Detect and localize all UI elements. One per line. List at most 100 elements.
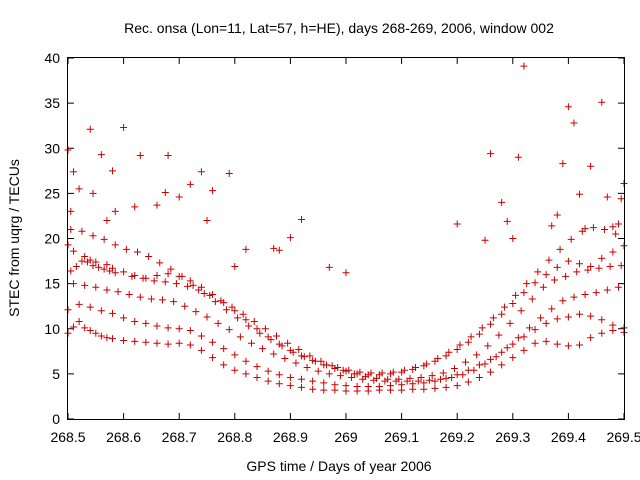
data-point — [75, 318, 83, 326]
data-point — [200, 290, 208, 298]
data-point — [298, 216, 306, 224]
data-point — [576, 190, 584, 198]
data-point — [539, 283, 547, 291]
y-tick-label: 0 — [52, 411, 60, 427]
data-point — [108, 309, 116, 317]
data-point — [437, 375, 445, 383]
y-tick-label: 35 — [44, 95, 60, 111]
data-point — [389, 368, 397, 376]
data-point — [531, 279, 539, 287]
data-point — [103, 261, 111, 269]
data-point — [92, 283, 100, 291]
data-point — [484, 342, 492, 350]
data-point — [406, 374, 414, 382]
data-point — [81, 281, 89, 289]
data-point — [175, 339, 183, 347]
data-point — [67, 225, 75, 233]
data-point — [487, 355, 495, 363]
data-point — [564, 342, 572, 350]
data-point — [245, 322, 253, 330]
data-point — [295, 346, 303, 354]
data-point — [100, 235, 108, 243]
data-point — [475, 330, 483, 338]
data-point — [587, 262, 595, 270]
x-tick-label: 268.8 — [217, 429, 252, 445]
data-point — [481, 360, 489, 368]
data-point — [186, 277, 194, 285]
data-point — [242, 316, 250, 324]
data-point — [487, 368, 495, 376]
data-point — [576, 310, 584, 318]
data-point — [464, 338, 472, 346]
data-point — [334, 364, 342, 372]
data-point — [108, 335, 116, 343]
data-point — [192, 308, 200, 316]
data-point — [231, 307, 239, 315]
data-point — [442, 383, 450, 391]
data-point — [428, 372, 436, 380]
data-point — [364, 383, 372, 391]
y-tick-label: 20 — [44, 231, 60, 247]
data-point — [231, 262, 239, 270]
data-point — [489, 314, 497, 322]
data-point — [298, 383, 306, 391]
y-tick-label: 40 — [44, 50, 60, 66]
data-point — [108, 264, 116, 272]
data-point — [136, 151, 144, 159]
data-point — [595, 264, 603, 272]
data-point — [267, 336, 275, 344]
data-point — [520, 289, 528, 297]
data-point — [617, 262, 625, 270]
data-point — [367, 369, 375, 377]
data-point — [592, 289, 600, 297]
data-point — [373, 374, 381, 382]
data-point — [97, 307, 105, 315]
data-point — [609, 248, 617, 256]
data-point — [239, 310, 247, 318]
data-point — [606, 262, 614, 270]
x-tick-label: 269 — [334, 429, 358, 445]
data-point — [459, 371, 467, 379]
data-point — [587, 334, 595, 342]
data-point — [103, 216, 111, 224]
data-point — [542, 319, 550, 327]
data-point — [125, 290, 133, 298]
data-point — [211, 298, 219, 306]
data-point — [161, 278, 169, 286]
data-point — [170, 298, 178, 306]
data-point — [603, 286, 611, 294]
x-tick-label: 268.5 — [50, 429, 85, 445]
data-point — [573, 268, 581, 276]
data-point — [145, 253, 153, 261]
data-point — [598, 98, 606, 106]
data-point — [348, 373, 356, 381]
data-point — [70, 323, 78, 331]
data-point — [570, 293, 578, 301]
data-point — [75, 300, 83, 308]
data-point — [247, 339, 255, 347]
data-point — [311, 357, 319, 365]
data-point — [220, 299, 228, 307]
data-point — [345, 366, 353, 374]
data-point — [617, 195, 625, 203]
data-point — [189, 281, 197, 289]
data-point — [609, 321, 617, 329]
data-point — [214, 319, 222, 327]
data-point — [270, 350, 278, 358]
data-point — [197, 283, 205, 291]
data-point — [197, 332, 205, 340]
data-point — [439, 369, 447, 377]
data-point — [67, 207, 75, 215]
data-point — [512, 291, 520, 299]
data-point — [89, 232, 97, 240]
data-point — [464, 378, 472, 386]
data-point — [576, 341, 584, 349]
data-point — [567, 235, 575, 243]
data-point — [498, 310, 506, 318]
data-point — [456, 341, 464, 349]
data-point — [453, 382, 461, 390]
x-tick-label: 268.9 — [273, 429, 308, 445]
data-point — [587, 162, 595, 170]
data-point — [487, 150, 495, 158]
